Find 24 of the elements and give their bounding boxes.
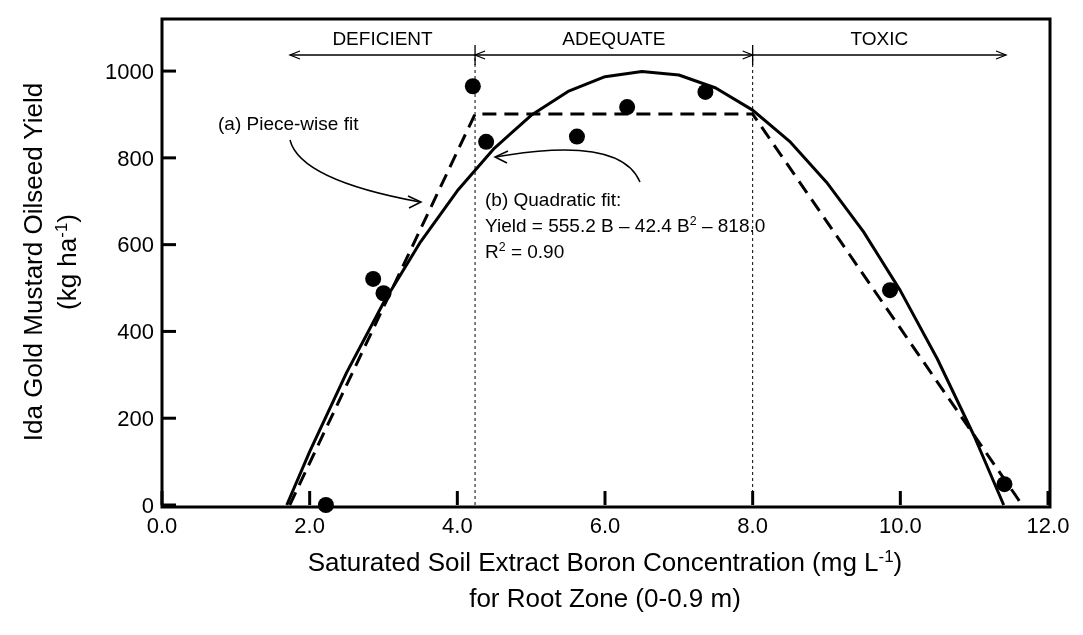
x-tick-label: 12.0 xyxy=(1026,513,1070,538)
text: Saturated Soil Extract Boron Concentration (mg L$^{-1}$) for Root Zone (0-0.9 m) xyxy=(307,546,903,613)
y-tick-label: 200 xyxy=(117,405,154,431)
x-tick-label: 6.0 xyxy=(589,513,621,538)
y-tick-label: 800 xyxy=(117,145,154,171)
point xyxy=(478,133,495,150)
annotation: (a) Piece-wise fit xyxy=(218,113,360,134)
point xyxy=(882,282,898,299)
point xyxy=(464,78,481,95)
y-tick-label: 400 xyxy=(117,319,154,345)
annotation: TOXIC xyxy=(850,28,909,49)
text: (b) Quadratic fit: Yield = 555.2 B – 42.4 B$^{2}$ – 818.0 R$^{2}$ = 0.90 xyxy=(485,189,766,262)
x-tick-label: 10.0 xyxy=(878,513,922,538)
x-tick-label: 4.0 xyxy=(442,513,473,538)
y-tick-label: 1000 xyxy=(105,58,154,84)
x-tick-label: 8.0 xyxy=(737,513,768,538)
x-tick-label: 2.0 xyxy=(294,513,325,538)
point xyxy=(619,99,636,116)
annotation: DEFICIENT xyxy=(332,28,434,49)
annotation: ADEQUATE xyxy=(562,28,666,49)
point xyxy=(568,128,585,145)
y-tick-label: 600 xyxy=(117,232,154,258)
point xyxy=(365,270,382,287)
point xyxy=(317,497,334,513)
